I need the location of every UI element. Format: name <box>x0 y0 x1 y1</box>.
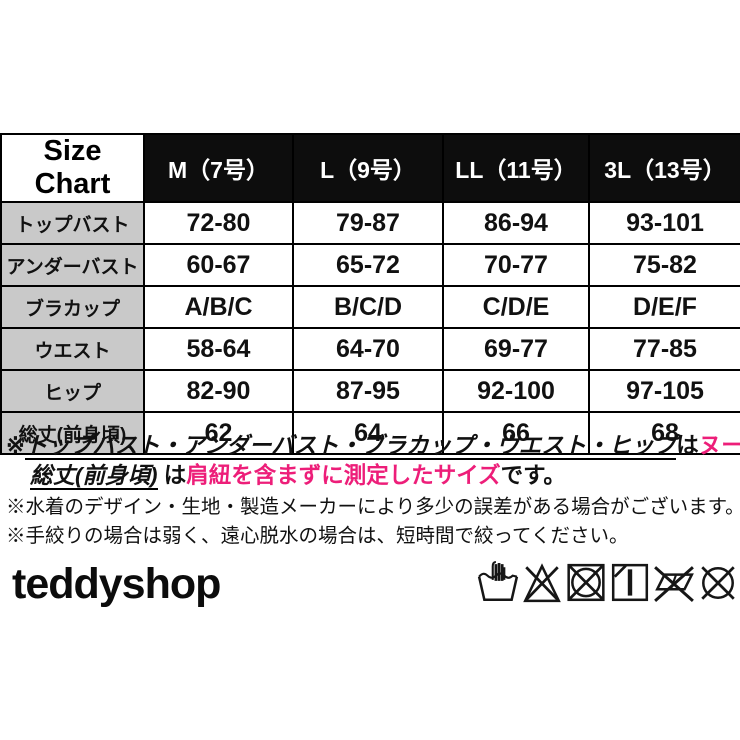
size-value: 77-85 <box>588 327 740 371</box>
strap-excluded-highlight: 肩紐を含まずに測定したサイズ <box>186 463 501 488</box>
do-not-bleach-icon <box>521 558 563 608</box>
note-marker: ※ <box>6 433 25 458</box>
do-not-tumble-dry-icon <box>565 558 607 608</box>
size-value: B/C/D <box>292 285 444 329</box>
col-header-l: L（9号） <box>292 133 444 203</box>
size-value: 64-70 <box>292 327 444 371</box>
table-row: ブラカップ A/B/C B/C/D C/D/E D/E/F <box>0 285 740 329</box>
note-wringing: ※手絞りの場合は弱く、遠心脱水の場合は、短時間で絞ってください。 <box>6 525 629 547</box>
note-measure-length: 総丈(前身頃) は肩紐を含まずに測定したサイズです。 <box>30 463 566 490</box>
size-value: 70-77 <box>442 243 590 287</box>
size-value: A/B/C <box>143 285 294 329</box>
size-value: 86-94 <box>442 201 590 245</box>
do-not-wring-icon <box>653 558 695 608</box>
table-row: ヒップ 82-90 87-95 92-100 97-105 <box>0 369 740 413</box>
drip-dry-in-shade-icon <box>609 558 651 608</box>
size-value: 68 <box>588 411 740 455</box>
col-header-3l: 3L（13号） <box>588 133 740 203</box>
size-value: 72-80 <box>143 201 294 245</box>
table-row: 総丈(前身頃) 62 64 66 68 <box>0 411 740 455</box>
size-value: 69-77 <box>442 327 590 371</box>
table-row: トップバスト 72-80 79-87 86-94 93-101 <box>0 201 740 245</box>
notes-block: ※トップバスト・アンダーバスト・ブラカップ・ウエスト・ヒップはヌードサイズ 総丈… <box>6 431 740 549</box>
size-value: 66 <box>442 411 590 455</box>
size-value: 75-82 <box>588 243 740 287</box>
size-value: 87-95 <box>292 369 444 413</box>
size-value: 60-67 <box>143 243 294 287</box>
brand-logo: teddyshop <box>12 560 221 608</box>
size-value: 79-87 <box>292 201 444 245</box>
col-header-m: M（7号） <box>143 133 294 203</box>
do-not-dry-clean-icon <box>697 558 739 608</box>
note-measure-nude-size: ※トップバスト・アンダーバスト・ブラカップ・ウエスト・ヒップはヌードサイズ <box>6 431 740 461</box>
row-label: ヒップ <box>0 369 145 413</box>
table-row: アンダーバスト 60-67 65-72 70-77 75-82 <box>0 243 740 287</box>
care-icons-row <box>477 558 739 608</box>
nude-size-highlight: ヌードサイズ <box>698 433 740 458</box>
col-header-ll: LL（11号） <box>442 133 590 203</box>
row-label: ウエスト <box>0 327 145 371</box>
size-value: 65-72 <box>292 243 444 287</box>
row-label: 総丈(前身頃) <box>0 411 145 455</box>
table-title: Size Chart <box>0 133 145 203</box>
size-value: 93-101 <box>588 201 740 245</box>
size-value: C/D/E <box>442 285 590 329</box>
note-underlined-length: 総丈(前身頃) <box>30 463 158 490</box>
size-value: 92-100 <box>442 369 590 413</box>
table-header-row: Size Chart M（7号） L（9号） LL（11号） 3L（13号） <box>0 133 740 203</box>
size-value: 58-64 <box>143 327 294 371</box>
size-chart-table: Size Chart M（7号） L（9号） LL（11号） 3L（13号） ト… <box>0 133 740 455</box>
size-value: D/E/F <box>588 285 740 329</box>
hand-wash-icon <box>477 558 519 608</box>
row-label: アンダーバスト <box>0 243 145 287</box>
size-value: 97-105 <box>588 369 740 413</box>
note-tolerance: ※水着のデザイン・生地・製造メーカーにより多少の誤差がある場合がございます。 <box>6 496 740 518</box>
size-value: 64 <box>292 411 444 455</box>
row-label: トップバスト <box>0 201 145 245</box>
size-value: 82-90 <box>143 369 294 413</box>
table-row: ウエスト 58-64 64-70 69-77 77-85 <box>0 327 740 371</box>
row-label: ブラカップ <box>0 285 145 329</box>
size-value: 62 <box>143 411 294 455</box>
note-underlined-terms: トップバスト・アンダーバスト・ブラカップ・ウエスト・ヒップ <box>24 433 677 460</box>
